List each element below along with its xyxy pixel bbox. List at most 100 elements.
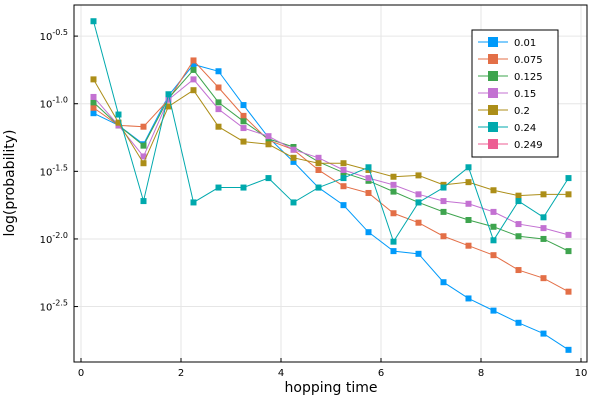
legend-label: 0.01 bbox=[514, 38, 536, 49]
legend-marker bbox=[488, 139, 498, 149]
series-marker bbox=[290, 154, 297, 161]
series-marker bbox=[565, 175, 572, 182]
x-tick-label: 4 bbox=[278, 368, 284, 379]
series-marker bbox=[215, 68, 222, 75]
x-tick-label: 8 bbox=[478, 368, 484, 379]
series-line bbox=[93, 69, 569, 252]
legend-marker bbox=[488, 122, 498, 132]
series-marker bbox=[240, 102, 247, 109]
series-marker bbox=[90, 110, 97, 117]
x-axis-label: hopping time bbox=[285, 380, 378, 396]
series-marker bbox=[540, 275, 547, 282]
y-tick-base: 10 bbox=[40, 32, 53, 43]
series-marker bbox=[540, 214, 547, 221]
series-marker bbox=[415, 191, 422, 198]
legend-marker bbox=[488, 37, 498, 47]
series-marker bbox=[90, 104, 97, 111]
series-marker bbox=[515, 198, 522, 205]
series-marker bbox=[465, 200, 472, 207]
series-marker bbox=[290, 199, 297, 206]
series-marker bbox=[465, 217, 472, 224]
y-tick-label: 10-1.5 bbox=[40, 163, 68, 178]
series-marker bbox=[490, 307, 497, 314]
series-marker bbox=[140, 198, 147, 205]
series-marker bbox=[315, 166, 322, 173]
series-marker bbox=[490, 208, 497, 215]
series-marker bbox=[265, 133, 272, 140]
series-marker bbox=[440, 184, 447, 191]
legend-label: 0.125 bbox=[514, 72, 543, 83]
y-tick-label: 10-0.5 bbox=[40, 28, 68, 43]
series-marker bbox=[490, 252, 497, 259]
series-marker bbox=[265, 141, 272, 148]
series-marker bbox=[165, 103, 172, 110]
series-marker bbox=[565, 231, 572, 238]
x-tick-label: 0 bbox=[78, 368, 84, 379]
series-marker bbox=[365, 164, 372, 171]
plot-frame bbox=[73, 4, 588, 363]
series-marker bbox=[315, 160, 322, 167]
series-marker bbox=[515, 319, 522, 326]
series-line bbox=[93, 78, 569, 236]
series-marker bbox=[365, 175, 372, 182]
series-marker bbox=[365, 229, 372, 236]
y-tick-base: 10 bbox=[40, 100, 53, 111]
x-tick-label: 6 bbox=[378, 368, 384, 379]
y-tick-exponent: -2.5 bbox=[52, 299, 68, 308]
series-marker bbox=[390, 210, 397, 217]
series-marker bbox=[415, 219, 422, 226]
series-marker bbox=[165, 96, 172, 103]
series-marker bbox=[140, 142, 147, 149]
y-tick-base: 10 bbox=[40, 167, 53, 178]
series-marker bbox=[565, 248, 572, 255]
series-line bbox=[93, 79, 569, 197]
legend-label: 0.075 bbox=[514, 55, 543, 66]
series-marker bbox=[190, 76, 197, 83]
legend-marker bbox=[488, 88, 498, 98]
y-tick-base: 10 bbox=[40, 235, 53, 246]
series-marker bbox=[215, 184, 222, 191]
series-marker bbox=[315, 184, 322, 191]
series-marker bbox=[415, 199, 422, 206]
series-marker bbox=[440, 208, 447, 215]
series-marker bbox=[390, 181, 397, 188]
y-axis-label: log(probability) bbox=[2, 130, 18, 237]
series-marker bbox=[515, 221, 522, 228]
x-tick-label: 2 bbox=[178, 368, 184, 379]
legend-marker bbox=[488, 105, 498, 115]
series-marker bbox=[215, 123, 222, 130]
series-marker bbox=[490, 223, 497, 230]
series-line bbox=[93, 21, 569, 243]
y-tick-label: 10-1.0 bbox=[40, 96, 68, 111]
series-marker bbox=[440, 279, 447, 286]
y-tick-label: 10-2.0 bbox=[40, 231, 68, 246]
series-marker bbox=[115, 111, 122, 118]
series-marker bbox=[565, 288, 572, 295]
legend-label: 0.249 bbox=[514, 140, 543, 151]
series-marker bbox=[90, 18, 97, 25]
series-marker bbox=[565, 346, 572, 353]
series-marker bbox=[190, 66, 197, 73]
series-marker bbox=[240, 125, 247, 132]
series-marker bbox=[465, 242, 472, 249]
series-marker bbox=[190, 199, 197, 206]
legend-marker bbox=[488, 71, 498, 81]
series-marker bbox=[240, 112, 247, 119]
series-marker bbox=[190, 61, 197, 68]
series-marker bbox=[540, 225, 547, 232]
series-marker bbox=[215, 84, 222, 91]
series-marker bbox=[340, 166, 347, 173]
series-marker bbox=[390, 238, 397, 245]
series-marker bbox=[290, 146, 297, 153]
series-marker bbox=[315, 154, 322, 161]
series-marker bbox=[415, 250, 422, 257]
series-marker bbox=[215, 99, 222, 106]
series-marker bbox=[440, 233, 447, 240]
series-marker bbox=[515, 233, 522, 240]
series-marker bbox=[90, 76, 97, 83]
series-marker bbox=[240, 138, 247, 145]
legend-marker bbox=[488, 54, 498, 64]
series-marker bbox=[540, 330, 547, 337]
series-marker bbox=[340, 160, 347, 167]
